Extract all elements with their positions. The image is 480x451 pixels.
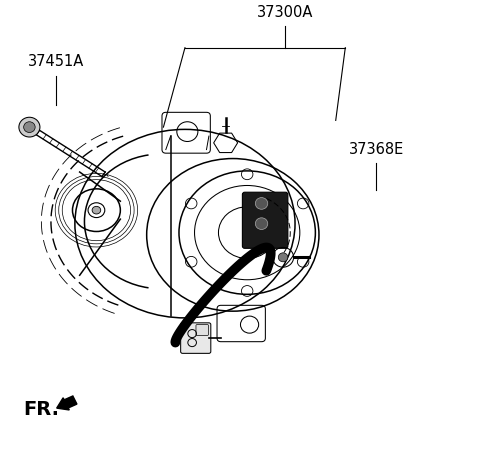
Text: FR.: FR. <box>24 400 60 419</box>
Circle shape <box>19 117 40 137</box>
Circle shape <box>255 218 268 230</box>
FancyArrow shape <box>57 396 77 410</box>
Ellipse shape <box>92 207 101 214</box>
Text: 37451A: 37451A <box>28 54 84 69</box>
Circle shape <box>24 122 35 133</box>
Circle shape <box>278 253 288 262</box>
FancyBboxPatch shape <box>242 192 288 249</box>
FancyBboxPatch shape <box>180 323 211 353</box>
Text: 37368E: 37368E <box>349 142 404 157</box>
Circle shape <box>255 198 268 209</box>
FancyBboxPatch shape <box>196 325 208 336</box>
Text: 37300A: 37300A <box>257 5 313 20</box>
